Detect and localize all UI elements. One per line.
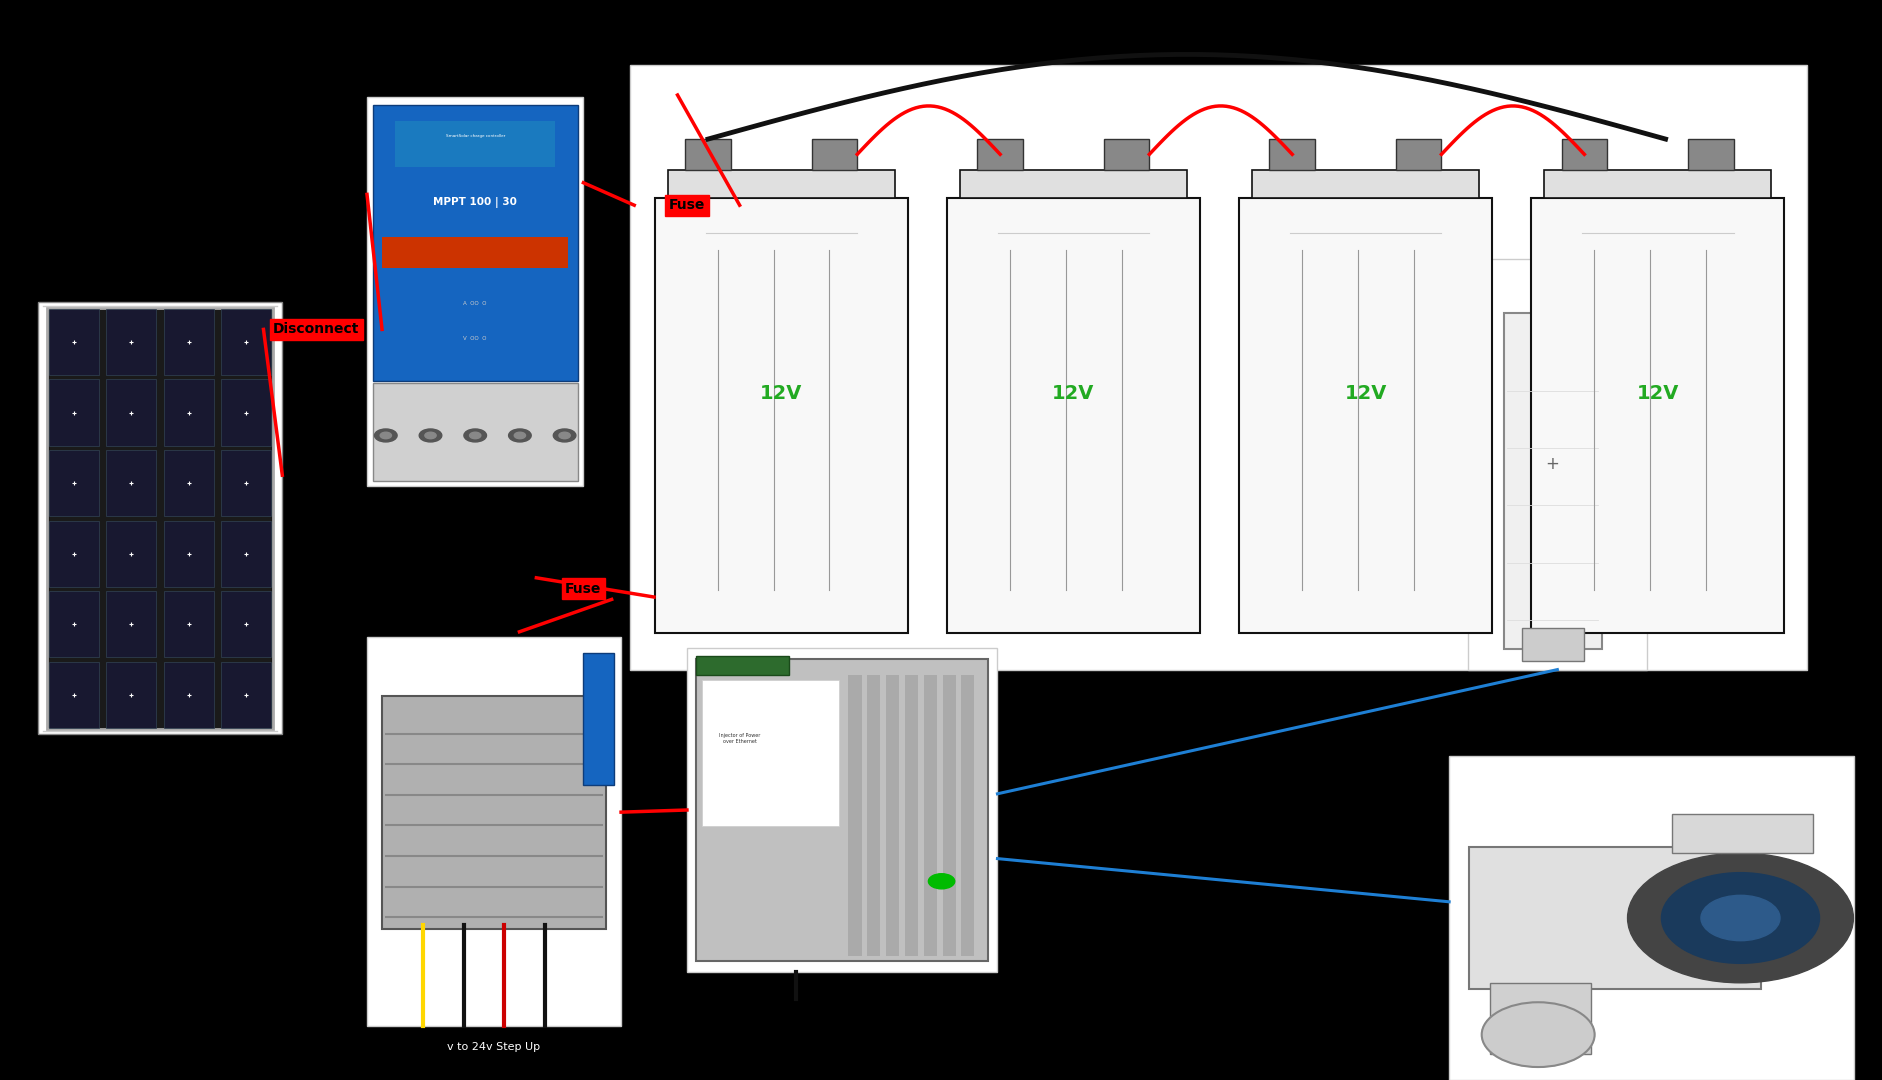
- FancyBboxPatch shape: [1396, 139, 1442, 170]
- Circle shape: [559, 432, 570, 438]
- FancyBboxPatch shape: [164, 309, 215, 375]
- FancyBboxPatch shape: [222, 450, 271, 516]
- FancyBboxPatch shape: [696, 659, 988, 961]
- FancyBboxPatch shape: [702, 680, 839, 826]
- FancyBboxPatch shape: [47, 308, 273, 729]
- FancyBboxPatch shape: [1688, 139, 1733, 170]
- FancyBboxPatch shape: [222, 521, 271, 586]
- FancyBboxPatch shape: [49, 662, 100, 728]
- Circle shape: [508, 429, 531, 442]
- FancyBboxPatch shape: [1504, 312, 1602, 649]
- FancyBboxPatch shape: [38, 302, 282, 734]
- Text: SmartSolar charge controller: SmartSolar charge controller: [446, 134, 504, 138]
- Circle shape: [514, 432, 525, 438]
- Circle shape: [463, 429, 486, 442]
- Text: Injector of Power
over Ethernet: Injector of Power over Ethernet: [719, 733, 760, 744]
- FancyBboxPatch shape: [868, 675, 881, 956]
- Circle shape: [928, 874, 954, 889]
- FancyBboxPatch shape: [164, 450, 215, 516]
- FancyBboxPatch shape: [1252, 170, 1479, 198]
- FancyBboxPatch shape: [811, 139, 856, 170]
- FancyBboxPatch shape: [943, 675, 956, 956]
- FancyBboxPatch shape: [886, 675, 900, 956]
- FancyBboxPatch shape: [107, 450, 156, 516]
- Text: +: +: [1545, 456, 1558, 473]
- FancyBboxPatch shape: [977, 139, 1024, 170]
- Text: V  OO  O: V OO O: [463, 336, 487, 341]
- Circle shape: [425, 432, 437, 438]
- FancyBboxPatch shape: [1105, 139, 1150, 170]
- FancyBboxPatch shape: [655, 198, 907, 633]
- FancyBboxPatch shape: [367, 637, 621, 1026]
- FancyBboxPatch shape: [222, 309, 271, 375]
- FancyBboxPatch shape: [630, 65, 1807, 670]
- FancyBboxPatch shape: [222, 591, 271, 658]
- FancyBboxPatch shape: [382, 238, 568, 268]
- FancyBboxPatch shape: [1470, 847, 1762, 989]
- FancyBboxPatch shape: [1468, 259, 1647, 670]
- Text: MPPT 100 | 30: MPPT 100 | 30: [433, 197, 518, 207]
- FancyBboxPatch shape: [960, 170, 1188, 198]
- FancyBboxPatch shape: [107, 662, 156, 728]
- Text: A  OO  O: A OO O: [463, 300, 487, 306]
- FancyBboxPatch shape: [1532, 198, 1784, 633]
- FancyBboxPatch shape: [849, 675, 862, 956]
- Circle shape: [420, 429, 442, 442]
- FancyBboxPatch shape: [49, 521, 100, 586]
- FancyBboxPatch shape: [1449, 756, 1854, 1080]
- Circle shape: [1701, 895, 1780, 941]
- FancyBboxPatch shape: [1270, 139, 1316, 170]
- FancyBboxPatch shape: [164, 379, 215, 446]
- FancyBboxPatch shape: [107, 309, 156, 375]
- FancyBboxPatch shape: [687, 648, 997, 972]
- FancyBboxPatch shape: [924, 675, 937, 956]
- FancyBboxPatch shape: [373, 105, 578, 381]
- FancyBboxPatch shape: [962, 675, 975, 956]
- FancyBboxPatch shape: [395, 121, 555, 167]
- FancyBboxPatch shape: [382, 696, 606, 929]
- Circle shape: [469, 432, 482, 438]
- FancyBboxPatch shape: [1543, 170, 1771, 198]
- FancyBboxPatch shape: [164, 591, 215, 658]
- FancyBboxPatch shape: [164, 662, 215, 728]
- FancyBboxPatch shape: [222, 662, 271, 728]
- FancyBboxPatch shape: [107, 591, 156, 658]
- Text: Disconnect: Disconnect: [273, 323, 359, 336]
- FancyBboxPatch shape: [1238, 198, 1492, 633]
- FancyBboxPatch shape: [905, 675, 918, 956]
- FancyBboxPatch shape: [583, 652, 614, 785]
- FancyBboxPatch shape: [1671, 814, 1812, 853]
- FancyBboxPatch shape: [1491, 983, 1590, 1054]
- Text: 12V: 12V: [1344, 384, 1387, 403]
- FancyBboxPatch shape: [668, 170, 896, 198]
- Circle shape: [1481, 1002, 1594, 1067]
- Text: 12V: 12V: [1052, 384, 1095, 403]
- FancyBboxPatch shape: [107, 521, 156, 586]
- Circle shape: [1662, 873, 1820, 963]
- Text: 12V: 12V: [1637, 384, 1679, 403]
- FancyBboxPatch shape: [49, 309, 100, 375]
- Text: v to 24v Step Up: v to 24v Step Up: [448, 1042, 540, 1052]
- Text: 12V: 12V: [760, 384, 802, 403]
- FancyBboxPatch shape: [373, 383, 578, 481]
- Circle shape: [375, 429, 397, 442]
- Text: Fuse: Fuse: [668, 199, 706, 212]
- Circle shape: [1628, 853, 1854, 983]
- FancyBboxPatch shape: [1562, 139, 1607, 170]
- FancyBboxPatch shape: [49, 379, 100, 446]
- Circle shape: [553, 429, 576, 442]
- FancyBboxPatch shape: [696, 656, 790, 675]
- FancyBboxPatch shape: [367, 97, 583, 486]
- FancyBboxPatch shape: [222, 379, 271, 446]
- FancyBboxPatch shape: [164, 521, 215, 586]
- FancyBboxPatch shape: [947, 198, 1201, 633]
- FancyBboxPatch shape: [49, 450, 100, 516]
- Circle shape: [380, 432, 391, 438]
- FancyBboxPatch shape: [49, 591, 100, 658]
- Text: Fuse: Fuse: [565, 582, 602, 595]
- FancyBboxPatch shape: [1521, 629, 1585, 661]
- FancyBboxPatch shape: [685, 139, 730, 170]
- FancyBboxPatch shape: [107, 379, 156, 446]
